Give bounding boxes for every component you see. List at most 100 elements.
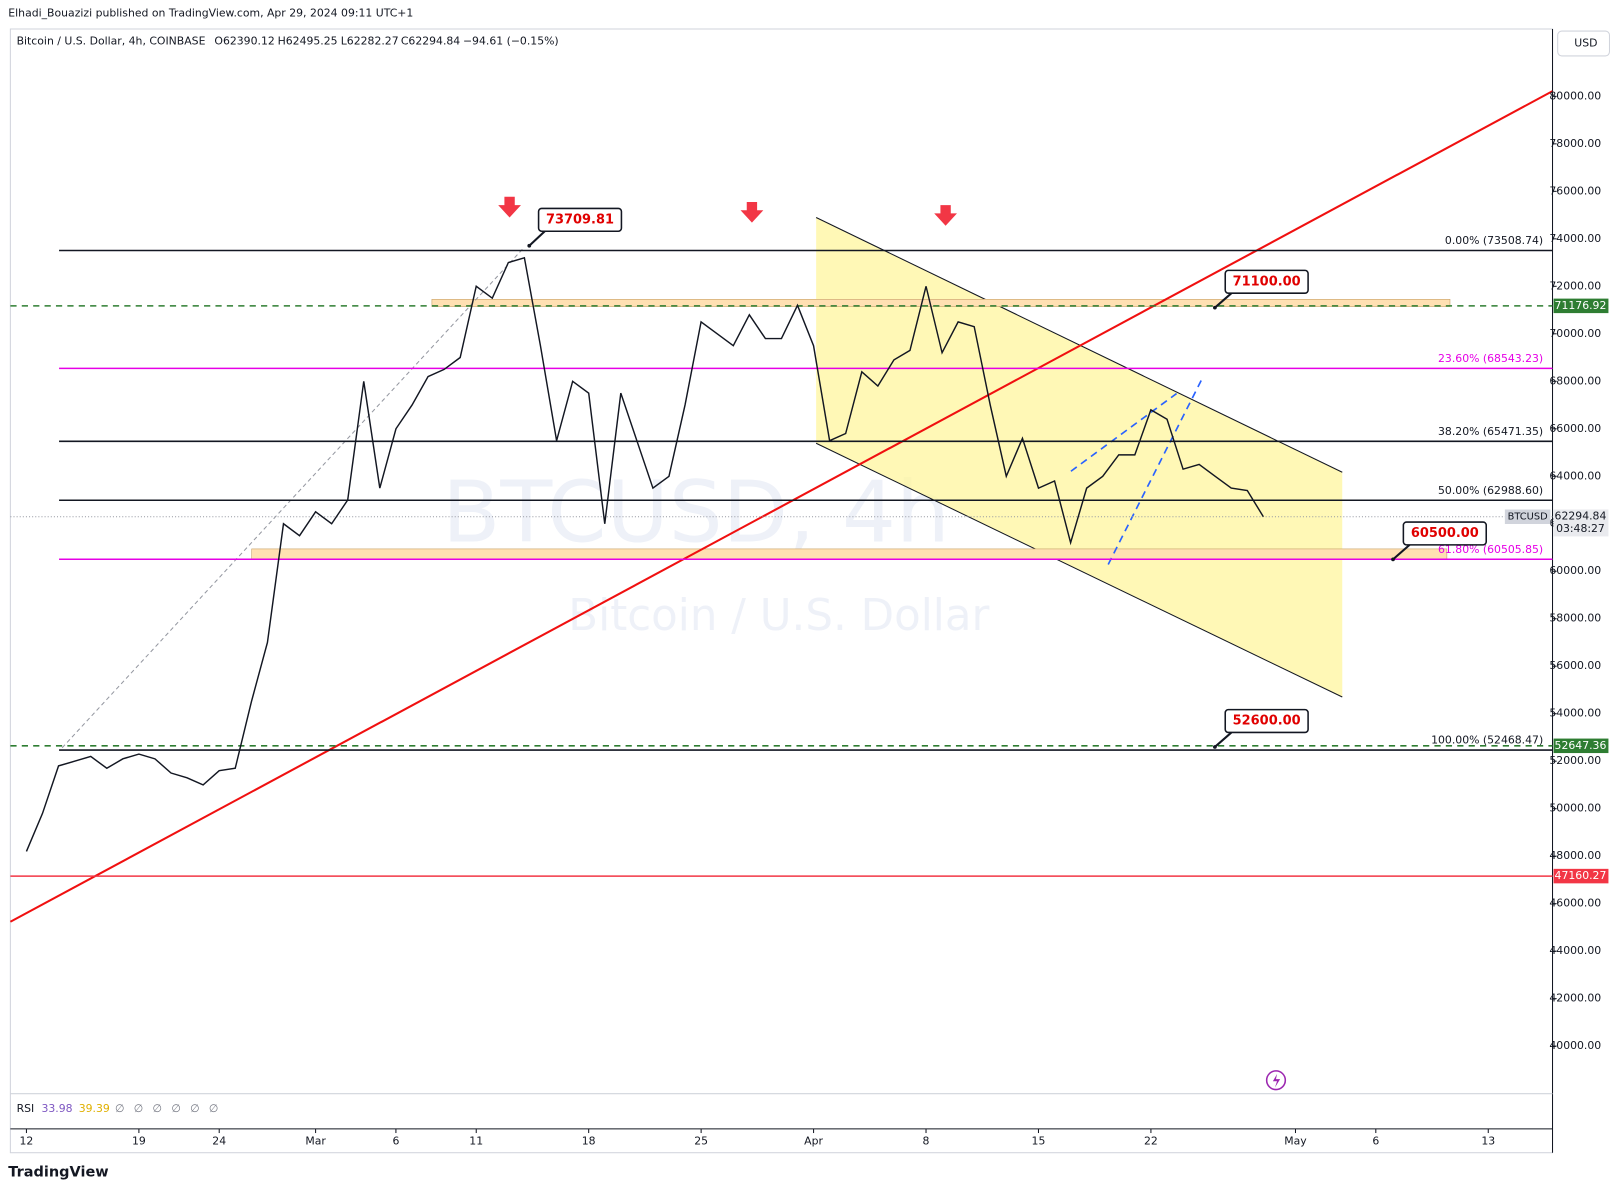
- x-tick-label: 25: [694, 1134, 708, 1147]
- callout-dot: [1213, 745, 1217, 749]
- fib-label: 100.00% (52468.47): [1431, 734, 1543, 747]
- y-tick-label: 74000.00: [1549, 232, 1601, 245]
- currency: USD: [1574, 36, 1597, 49]
- callout-label: 52600.00: [1233, 714, 1301, 729]
- alert-icon[interactable]: [1265, 1070, 1287, 1091]
- channel-bottom: [815, 442, 1343, 698]
- watermark-name: Bitcoin / U.S. Dollar: [568, 591, 989, 641]
- callout-pointer: [1392, 544, 1411, 561]
- y-tick-label: 52000.00: [1549, 754, 1601, 767]
- x-tick-label: 18: [582, 1134, 596, 1147]
- x-tick-label: Mar: [305, 1134, 326, 1147]
- legend-change: −94.61 (−0.15%): [463, 34, 559, 47]
- y-tick-label: 78000.00: [1549, 137, 1601, 150]
- price-tag-label: 71176.92: [1555, 299, 1607, 312]
- y-tick-label: 60000.00: [1549, 564, 1601, 577]
- publisher: Elhadi_Bouazizi published on TradingView…: [8, 6, 413, 19]
- price-line-series: [25, 256, 1264, 852]
- symbol-tag: [1504, 509, 1551, 524]
- down-arrow: [740, 201, 764, 223]
- flag-line-top: [1070, 392, 1178, 472]
- legend: Bitcoin / U.S. Dollar, 4h, COINBASE O623…: [17, 34, 559, 47]
- y-tick-label: 44000.00: [1549, 944, 1601, 957]
- x-tick-label: 24: [212, 1134, 226, 1147]
- plot: 40000.00 42000.00 44000.00 46000.00 48000.00…: [10, 89, 1609, 1147]
- x-tick-label: May: [1284, 1134, 1307, 1147]
- rsi-ma: 39.39: [79, 1102, 110, 1115]
- flag-line-bottom: [1107, 375, 1205, 565]
- legend-open: O62390.12: [214, 34, 274, 47]
- price-tag: [1553, 868, 1609, 884]
- fib-label: 38.20% (65471.35): [1438, 425, 1543, 438]
- x-tick-label: 15: [1032, 1134, 1046, 1147]
- down-arrow: [498, 196, 521, 218]
- resistance-zone: [431, 299, 1451, 307]
- countdown: 03:48:27: [1556, 522, 1605, 535]
- fib-trend-line: [61, 248, 524, 749]
- price-tag: [1553, 298, 1609, 314]
- fib-label: 50.00% (62988.60): [1438, 484, 1543, 497]
- y-tick-label: 46000.00: [1549, 897, 1601, 910]
- alert-icon-bolt: [1272, 1074, 1281, 1088]
- y-tick-label: 50000.00: [1549, 802, 1601, 815]
- y-tick-label: 48000.00: [1549, 849, 1601, 862]
- x-tick-label: 8: [923, 1134, 930, 1147]
- y-tick-label: 56000.00: [1549, 659, 1601, 672]
- channel-fill: [816, 217, 1343, 698]
- arrows: [498, 196, 957, 226]
- y-tick-label: 66000.00: [1549, 422, 1601, 435]
- currency-button[interactable]: [1557, 30, 1610, 57]
- callout-box: [537, 207, 623, 232]
- callout-label: 71100.00: [1233, 274, 1301, 289]
- last-price-label: 62294.84: [1555, 510, 1607, 523]
- callout-dot: [1213, 305, 1217, 310]
- trend-line: [9, 90, 1554, 923]
- callout-pointer: [1214, 292, 1233, 309]
- x-tick-label: 19: [132, 1134, 146, 1147]
- y-tick-label: 54000.00: [1549, 707, 1601, 720]
- y-tick-label: 72000.00: [1549, 279, 1601, 292]
- callout-label: 60500.00: [1411, 526, 1479, 541]
- y-tick-label: 68000.00: [1549, 374, 1601, 387]
- watermark-symbol: BTCUSD, 4h: [442, 463, 950, 562]
- symbol-tag-label: BTCUSD: [1508, 512, 1548, 523]
- x-tick-label: 6: [1372, 1134, 1379, 1147]
- legend-high: H62495.25: [278, 34, 338, 47]
- last-price-tag: [1553, 509, 1609, 537]
- y-tick-label: 76000.00: [1549, 184, 1601, 197]
- x-tick-label: 12: [20, 1134, 34, 1147]
- callout-box: [1224, 708, 1309, 734]
- x-tick-label: Apr: [804, 1134, 823, 1147]
- brand: TradingView: [8, 1164, 108, 1180]
- legend-symbol: Bitcoin / U.S. Dollar, 4h, COINBASE: [17, 34, 206, 47]
- price-tag: [1553, 738, 1609, 754]
- legend-close: C62294.84: [401, 34, 460, 47]
- callout-pointer: [528, 230, 546, 247]
- x-tick-label: 11: [469, 1134, 483, 1147]
- fib-label: 61.80% (60505.85): [1438, 543, 1543, 556]
- rsi-label: RSI: [17, 1102, 35, 1115]
- callout-dot: [527, 243, 532, 248]
- down-arrow: [934, 205, 957, 226]
- callout-pointer: [1214, 731, 1233, 748]
- price-tag-label: 47160.27: [1555, 869, 1607, 882]
- legend-low: L62282.27: [341, 34, 399, 47]
- y-tick-label: 42000.00: [1549, 992, 1601, 1005]
- fib-label: 0.00% (73508.74): [1445, 234, 1543, 247]
- y-tick-label: 58000.00: [1549, 612, 1601, 625]
- x-tick-label: 13: [1481, 1134, 1495, 1147]
- y-tick-label: 70000.00: [1549, 327, 1601, 340]
- y-tick-label: 40000.00: [1549, 1039, 1601, 1052]
- callout-box: [1402, 521, 1488, 546]
- rsi-placeholders: ∅∅∅∅∅∅: [115, 1102, 228, 1115]
- callout-dot: [1391, 557, 1395, 562]
- fib-label: 23.60% (68543.23): [1438, 352, 1543, 365]
- callout-label: 73709.81: [546, 212, 614, 227]
- x-tick-label: 22: [1144, 1134, 1158, 1147]
- rsi-value: 33.98: [41, 1102, 72, 1115]
- x-tick-label: 6: [392, 1134, 399, 1147]
- callout-box: [1224, 269, 1309, 294]
- price-tag-label: 52647.36: [1555, 739, 1607, 752]
